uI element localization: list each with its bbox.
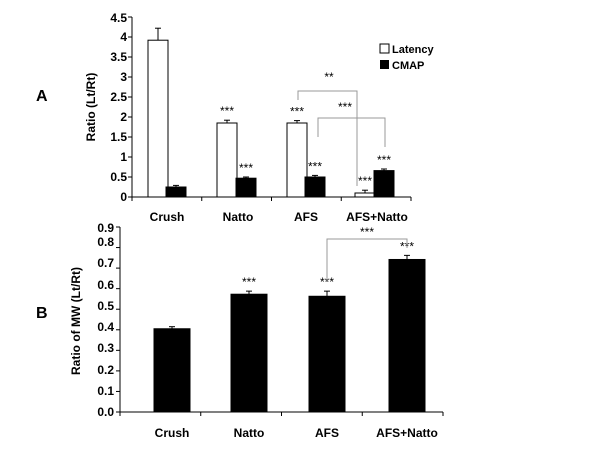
bracket-afs-latency-vs-combined <box>297 90 358 186</box>
panel-a-x-tick: AFS+Natto <box>346 210 408 224</box>
significance-label: *** <box>220 104 234 118</box>
bar-latency-afs-natto <box>354 192 376 198</box>
significance-label: *** <box>308 159 322 173</box>
bracket-afs-cmap-vs-combined <box>317 117 386 147</box>
bracket-significance-label: ** <box>324 70 334 84</box>
panel-a-y-tick: 0 <box>120 190 127 204</box>
panel-a-y-ticks: 0 0.5 1 1.5 2 2.5 3 3.5 4 4.5 <box>110 11 127 204</box>
panel-a-y-tick: 4.5 <box>110 11 127 25</box>
panel-a-x-tick: AFS <box>294 210 318 224</box>
panel-a-y-tick: 1 <box>120 150 127 164</box>
bracket-afs-vs-combined <box>326 238 408 282</box>
panel-b-y-axis-label: Ratio of MW (Lt/Rt) <box>69 267 83 375</box>
bracket-significance-label: *** <box>360 225 374 239</box>
bar-mw-afs-natto <box>388 258 426 413</box>
panel-a: A Ratio (Lt/Rt) 0 0.5 1 1.5 2 2.5 3 3.5 … <box>36 11 434 224</box>
bar-latency-natto <box>216 122 238 198</box>
significance-label: *** <box>320 275 334 289</box>
panel-a-bars: *** *** *** *** *** *** <box>147 27 395 198</box>
panel-b-y-tick: 0.6 <box>97 278 114 292</box>
bar-latency-afs <box>286 122 308 198</box>
panel-b-bars: *** ****** <box>153 239 426 413</box>
panel-b-x-tick: Crush <box>155 426 190 440</box>
significance-label: *** <box>242 275 256 289</box>
bar-latency-crush <box>147 39 169 198</box>
legend-label-latency: Latency <box>392 44 434 56</box>
panel-b-y-tick: 0.8 <box>97 235 114 249</box>
bar-cmap-afs <box>304 176 326 198</box>
panel-b-label: B <box>36 305 48 322</box>
bar-mw-natto <box>230 293 268 413</box>
panel-b-x-tick: Natto <box>234 426 265 440</box>
panel-a-y-tick: 3.5 <box>110 50 127 64</box>
panel-a-y-tick: 0.5 <box>110 170 127 184</box>
panel-b-y-tick: 0.2 <box>97 363 114 377</box>
bar-cmap-crush <box>165 186 187 198</box>
significance-label: *** <box>239 161 253 175</box>
significance-label: *** <box>290 105 304 119</box>
bar-cmap-natto <box>235 177 257 198</box>
legend-swatch-cmap <box>380 60 389 69</box>
panel-b: B Ratio of MW (Lt/Rt) 0.0 0.1 0.2 0.3 0.… <box>36 221 444 440</box>
panel-b-y-tick: 0.0 <box>97 405 114 419</box>
panel-b-y-tick: 0.3 <box>97 341 114 355</box>
panel-a-comparison-brackets: ** *** <box>297 70 386 186</box>
significance-label: *** <box>358 174 372 188</box>
panel-b-y-tick: 0.7 <box>97 256 114 270</box>
panel-b-y-tick: 0.9 <box>97 221 114 235</box>
panel-a-y-tick: 4 <box>120 30 127 44</box>
bar-mw-crush <box>153 328 191 413</box>
bar-mw-afs <box>308 295 346 413</box>
bracket-significance-label: *** <box>338 100 352 114</box>
panel-a-x-ticks: Crush Natto AFS AFS+Natto <box>150 210 408 224</box>
panel-b-x-tick: AFS+Natto <box>376 426 438 440</box>
legend-label-cmap: CMAP <box>392 60 424 72</box>
panel-a-y-tick: 1.5 <box>110 130 127 144</box>
panel-b-y-tick: 0.5 <box>97 299 114 313</box>
panel-a-x-tick: Natto <box>223 210 254 224</box>
panel-a-y-tick: 3 <box>120 70 127 84</box>
panel-a-y-tick: 2 <box>120 110 127 124</box>
panel-a-y-axis-label: Ratio (Lt/Rt) <box>84 73 98 142</box>
panel-b-y-tick: 0.4 <box>97 320 114 334</box>
panel-a-legend: Latency CMAP <box>379 43 434 72</box>
bar-cmap-afs-natto <box>373 170 395 198</box>
panel-b-y-ticks: 0.0 0.1 0.2 0.3 0.4 0.5 0.6 0.7 0.8 0.9 <box>97 221 114 419</box>
panel-a-x-tick: Crush <box>150 210 185 224</box>
panel-b-x-tick: AFS <box>315 426 339 440</box>
panel-a-y-tick: 2.5 <box>110 90 127 104</box>
panel-b-y-tick: 0.1 <box>97 384 114 398</box>
panel-b-comparison-brackets: *** <box>326 225 408 282</box>
panel-a-label: A <box>36 88 48 105</box>
legend-swatch-latency <box>379 43 390 54</box>
significance-label: *** <box>377 153 391 167</box>
panel-b-x-ticks: Crush Natto AFS AFS+Natto <box>155 426 438 440</box>
